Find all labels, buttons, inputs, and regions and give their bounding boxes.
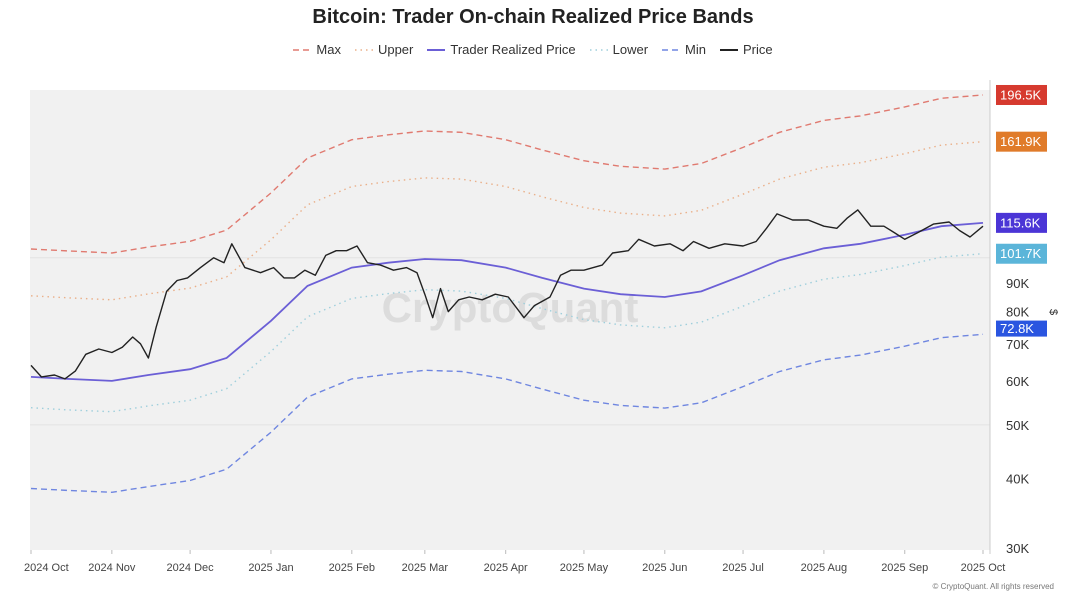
- y-tick-label: 70K: [1006, 337, 1029, 352]
- plot-area: [30, 90, 990, 550]
- last-value-badge: 101.7K: [996, 243, 1047, 264]
- legend-item[interactable]: Upper: [354, 42, 414, 57]
- y-tick-label: 30K: [1006, 541, 1029, 556]
- x-tick-label: 2025 May: [560, 562, 609, 574]
- series-lower: [30, 253, 984, 413]
- badge-label: 196.5K: [1000, 87, 1042, 102]
- legend-label: Price: [742, 42, 773, 57]
- badge-label: 115.6K: [1000, 215, 1041, 230]
- legend-label: Lower: [612, 42, 649, 57]
- x-tick-label: 2024 Oct: [24, 562, 69, 574]
- x-tick-label: 2025 Oct: [961, 562, 1006, 574]
- series-trader-realized-price: [30, 222, 984, 382]
- chart-title: Bitcoin: Trader On-chain Realized Price …: [312, 6, 754, 28]
- legend-item[interactable]: Min: [662, 42, 706, 57]
- y-tick-label: 90K: [1006, 276, 1029, 291]
- y-tick-label: 40K: [1006, 472, 1029, 487]
- legend: Max Upper Trader Realized Price Lower Min Pri…: [0, 42, 1066, 57]
- x-tick-label: 2025 Sep: [881, 562, 928, 574]
- legend-swatch-icon: [662, 48, 681, 51]
- badge-label: 72.8K: [1000, 321, 1034, 336]
- y-tick-label: 50K: [1006, 418, 1029, 433]
- badge-bg: [996, 84, 1047, 105]
- legend-item[interactable]: Trader Realized Price: [427, 42, 576, 57]
- x-tick-label: 2025 Feb: [329, 562, 375, 574]
- last-value-badge: 72.8K: [996, 320, 1047, 337]
- y-axis-label: $: [1047, 309, 1059, 315]
- x-tick-label: 2024 Nov: [88, 562, 136, 574]
- y-tick-label: 60K: [1006, 374, 1029, 389]
- series-max: [30, 94, 984, 254]
- legend-swatch-icon: [427, 48, 446, 51]
- badge-bg: [996, 212, 1047, 233]
- x-tick-label: 2025 Apr: [484, 562, 528, 574]
- series-price: [30, 209, 984, 380]
- x-tick-label: 2024 Dec: [167, 562, 215, 574]
- legend-item[interactable]: Max: [293, 42, 341, 57]
- badge-label: 101.7K: [1000, 246, 1042, 261]
- legend-label: Max: [316, 42, 341, 57]
- x-tick-label: 2025 Jun: [642, 562, 687, 574]
- x-tick-label: 2025 Jan: [248, 562, 293, 574]
- legend-item[interactable]: Lower: [589, 42, 649, 57]
- series-min: [30, 333, 984, 494]
- legend-label: Trader Realized Price: [450, 42, 576, 57]
- badge-bg: [996, 320, 1047, 337]
- x-tick-label: 2025 Mar: [402, 562, 449, 574]
- last-value-badge: 196.5K: [996, 84, 1047, 105]
- badge-bg: [996, 243, 1047, 264]
- legend-item[interactable]: Price: [719, 42, 773, 57]
- legend-label: Upper: [377, 42, 414, 57]
- x-tick-label: 2025 Jul: [722, 562, 764, 574]
- last-value-badge: 161.9K: [996, 131, 1047, 152]
- last-value-badge: 115.6K: [996, 212, 1047, 233]
- legend-label: Min: [685, 42, 706, 57]
- copyright-footer: © CryptoQuant. All rights reserved: [932, 582, 1055, 591]
- x-tick-label: 2025 Aug: [801, 562, 848, 574]
- legend-swatch-icon: [293, 48, 312, 51]
- badge-label: 161.9K: [1000, 134, 1042, 149]
- badge-bg: [996, 131, 1047, 152]
- series-upper: [30, 141, 984, 301]
- legend-swatch-icon: [719, 48, 738, 51]
- y-tick-label: 80K: [1006, 305, 1029, 320]
